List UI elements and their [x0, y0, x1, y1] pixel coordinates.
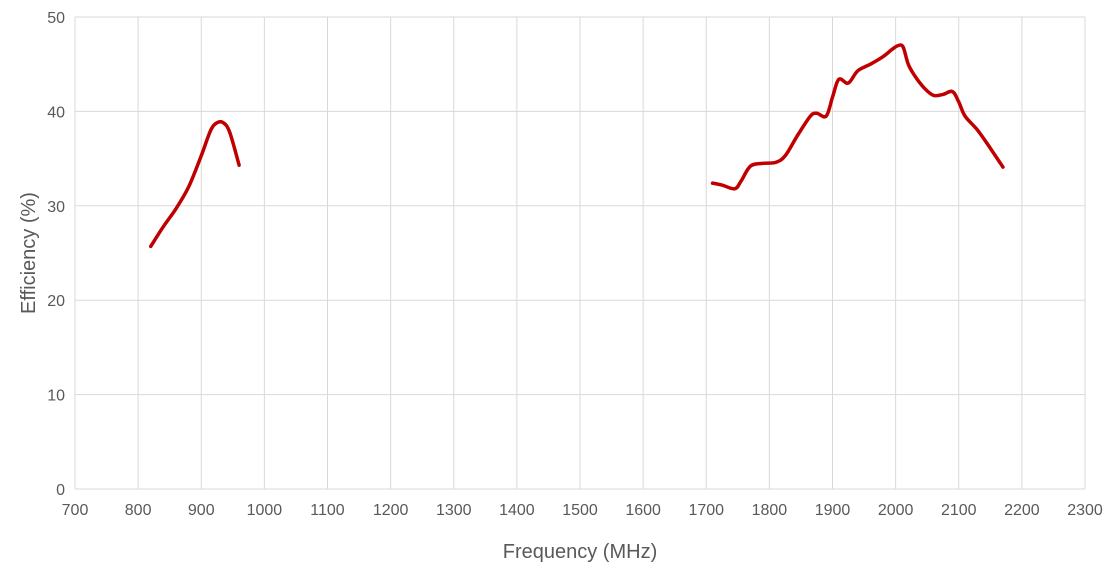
x-tick-label: 1200 [373, 502, 409, 519]
x-tick-labels: 700 800 900 1000 1100 1200 1300 1400 1500 1600 170… [62, 502, 1103, 519]
x-tick-label: 2000 [878, 502, 914, 519]
series-line-segment-1 [149, 119, 241, 249]
grid [74, 16, 1086, 489]
x-tick-label: 1300 [436, 502, 472, 519]
x-tick-label: 700 [62, 502, 89, 519]
series [149, 43, 1005, 249]
x-tick-label: 800 [125, 502, 152, 519]
y-tick-label: 20 [47, 293, 65, 310]
x-tick-label: 900 [188, 502, 215, 519]
x-tick-label: 1600 [625, 502, 661, 519]
y-tick-label: 30 [47, 199, 65, 216]
x-axis-title: Frequency (MHz) [503, 541, 657, 563]
y-tick-label: 40 [47, 104, 65, 121]
y-tick-label: 10 [47, 388, 65, 405]
x-tick-label: 1800 [752, 502, 788, 519]
x-tick-label: 1100 [310, 502, 345, 519]
y-axis-title: Efficiency (%) [18, 192, 40, 314]
y-tick-label: 50 [47, 10, 65, 27]
y-tick-label: 0 [56, 482, 65, 499]
x-tick-label: 1500 [562, 502, 598, 519]
x-tick-label: 2200 [1004, 502, 1040, 519]
x-tick-label: 1900 [815, 502, 851, 519]
x-tick-label: 2100 [941, 502, 977, 519]
series-line-segment-2 [710, 43, 1005, 191]
x-tick-label: 1000 [247, 502, 283, 519]
x-tick-label: 1400 [499, 502, 535, 519]
x-tick-label: 1700 [688, 502, 724, 519]
x-tick-label: 2300 [1067, 502, 1103, 519]
y-tick-labels: 0 10 20 30 40 50 [47, 10, 65, 499]
